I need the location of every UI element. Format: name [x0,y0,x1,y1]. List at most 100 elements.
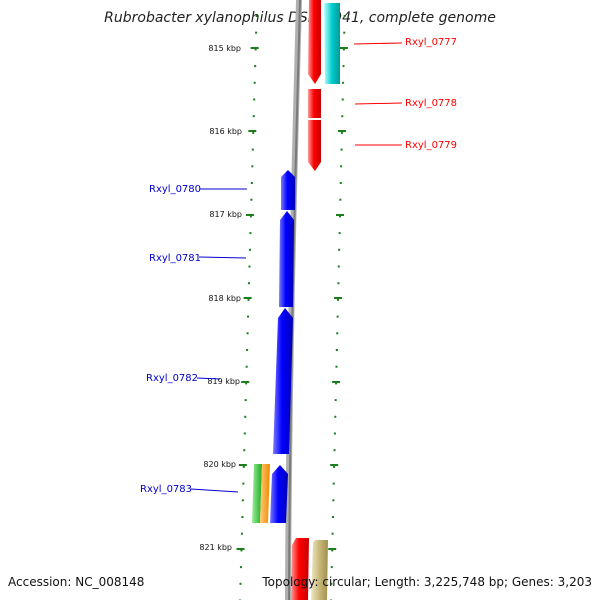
ruler-dot-inner [250,182,253,184]
tick-label-816: 816 kbp [209,127,242,136]
feature-orange [260,464,270,523]
forward-strand-genes [291,0,340,600]
feature-cyan [324,3,340,84]
ruler-dot-outer [340,148,343,151]
leader-rxyl-0783 [190,488,239,493]
ruler-dot-inner [239,566,242,569]
ruler-dot-inner [245,365,248,368]
ruler-dot-outer [342,81,345,84]
ruler-dot-outer [338,215,341,218]
ruler-dot-inner [253,81,256,84]
ruler-major-tick-outer [330,464,339,466]
ruler-dot-outer [333,432,336,435]
position-ruler [236,15,348,600]
ruler-major-tick-outer [332,381,341,383]
ruler-dot-inner [247,315,250,318]
ruler-major-tick-inner [250,47,259,49]
ruler-dot-inner [243,432,246,435]
feature-red-bottom [291,538,309,600]
ruler-dot-outer [334,415,337,418]
ruler-dot-inner [243,449,246,452]
ruler-dot-inner [245,382,248,385]
ruler-dot-outer [336,332,339,335]
tick-label-819: 819 kbp [207,377,240,386]
label-rxyl-0782: Rxyl_0782 [146,373,198,384]
label-rxyl-0783: Rxyl_0783 [140,484,192,495]
ruler-dot-inner [254,48,257,51]
ruler-dot-inner [248,265,251,268]
tick-label-820: 820 kbp [203,460,236,469]
ruler-dot-outer [340,165,343,168]
ruler-dot-inner [246,332,249,335]
ruler-dot-inner [251,148,254,151]
ruler-dot-outer [335,382,338,385]
ruler-dot-outer [336,315,339,318]
ruler-major-tick-inner [236,548,245,550]
ruler-dot-outer [342,65,345,68]
ruler-dot-inner [252,131,255,134]
ruler-major-tick-outer [328,548,337,550]
ruler-dot-inner [239,582,242,585]
label-rxyl-0781: Rxyl_0781 [149,253,201,264]
leader-rxyl-0777 [353,42,403,45]
ruler-dot-outer [334,399,337,402]
ruler-tick-labels: 815 kbp 816 kbp 817 kbp 818 kbp 819 kbp … [199,44,242,552]
label-rxyl-0780: Rxyl_0780 [149,184,201,195]
ruler-dot-inner [240,549,243,552]
feature-khaki [311,540,328,600]
genome-summary-text: Topology: circular; Length: 3,225,748 bp… [262,575,592,589]
ruler-dot-outer [338,232,341,235]
gene-rxyl-0783 [270,465,288,523]
ruler-dot-outer [341,115,344,118]
ruler-dot-inner [253,98,256,101]
ruler-major-tick-inner [241,381,250,383]
ruler-dot-outer [332,482,335,485]
ruler-dot-inner [249,232,252,235]
ruler-dot-inner [254,65,257,68]
ruler-dot-outer [339,182,342,184]
ruler-dot-outer [343,31,346,34]
ruler-major-tick-outer [334,297,343,299]
gene-rxyl-0779 [308,120,321,171]
ruler-major-tick-inner [248,130,257,132]
ruler-dot-inner [241,499,244,502]
ruler-dot-outer [335,349,338,351]
tick-label-821: 821 kbp [199,543,232,552]
ruler-dot-outer [342,48,345,51]
tick-label-817: 817 kbp [209,210,242,219]
ruler-dot-outer [337,298,340,301]
ruler-dot-inner [241,516,244,518]
ruler-dot-outer [341,98,344,101]
ruler-dot-outer [337,282,340,285]
ruler-dot-outer [339,198,342,201]
ruler-dot-inner [242,482,245,485]
feature-green [252,464,262,523]
gene-rxyl-0781 [279,211,294,307]
ruler-dot-outer [330,566,333,569]
ruler-dot-outer [340,131,343,134]
gene-rxyl-0777 [308,0,321,84]
accession-text: Accession: NC_008148 [8,575,145,589]
ruler-major-tick-inner [245,214,254,216]
ruler-dot-inner [252,115,255,118]
reverse-strand-genes [252,170,295,523]
ruler-dot-inner [247,298,250,301]
ruler-dot-outer [338,248,341,251]
tick-label-815: 815 kbp [208,44,241,53]
ruler-dot-inner [255,31,258,34]
ruler-major-tick-outer [339,47,348,49]
ruler-dot-inner [246,349,249,351]
leader-rxyl-0778 [354,102,403,105]
ruler-major-tick-outer [337,130,346,132]
ruler-dot-inner [249,215,252,218]
ruler-dot-inner [242,465,245,468]
gene-rxyl-0778 [308,89,321,118]
ruler-dot-outer [343,15,346,17]
ruler-dot-inner [248,248,251,251]
gene-labels: Rxyl_0777 Rxyl_0778 Rxyl_0779 Rxyl_0780 … [140,37,457,495]
ruler-dot-inner [244,399,247,402]
ruler-dot-inner [240,532,243,535]
ruler-dot-inner [244,415,247,418]
ruler-dot-inner [248,282,251,285]
